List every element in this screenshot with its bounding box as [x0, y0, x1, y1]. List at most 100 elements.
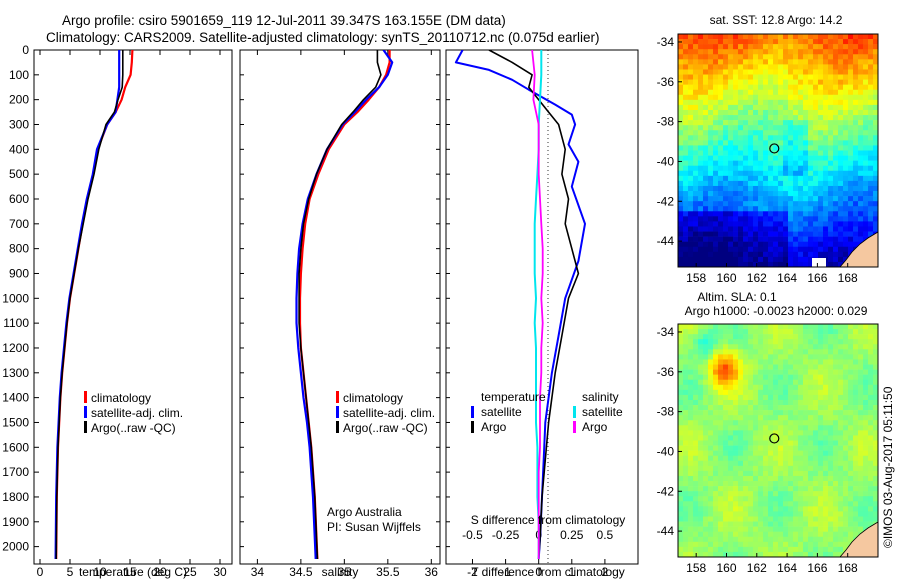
heatmap-cell — [718, 410, 724, 416]
heatmap-cell — [753, 150, 759, 156]
heatmap-cell — [798, 460, 804, 467]
heatmap-cell — [778, 526, 784, 532]
heatmap-cell — [843, 501, 849, 507]
heatmap-cell — [858, 150, 864, 156]
heatmap-cell — [783, 334, 789, 340]
heatmap-cell — [843, 339, 849, 345]
heatmap-cell — [683, 261, 689, 267]
heatmap-cell — [803, 44, 809, 50]
heatmap-cell — [693, 430, 699, 436]
heatmap-cell — [858, 496, 864, 502]
heatmap-cell — [843, 59, 849, 65]
lon-tick-label: 166 — [807, 271, 827, 285]
heatmap-cell — [768, 430, 774, 436]
heatmap-cell — [818, 150, 824, 156]
heatmap-cell — [788, 374, 794, 381]
heatmap-cell — [858, 44, 864, 50]
heatmap-cell — [708, 256, 714, 263]
heatmap-cell — [838, 251, 844, 258]
heatmap-cell — [683, 160, 689, 166]
heatmap-cell — [833, 475, 839, 482]
heatmap-cell — [803, 410, 809, 416]
heatmap-cell — [818, 334, 824, 340]
heatmap-cell — [703, 435, 709, 441]
heatmap-cell — [703, 49, 709, 55]
heatmap-cell — [863, 231, 869, 237]
heatmap-cell — [818, 541, 824, 548]
heatmap-cell — [838, 79, 844, 85]
heatmap-cell — [853, 405, 859, 411]
heatmap-cell — [783, 34, 789, 40]
heatmap-cell — [728, 140, 734, 146]
heatmap-cell — [693, 511, 699, 517]
heatmap-cell — [773, 420, 779, 426]
heatmap-cell — [798, 226, 804, 232]
heatmap-cell — [803, 34, 809, 40]
heatmap-cell — [703, 150, 709, 156]
heatmap-cell — [723, 389, 729, 396]
heatmap-cell — [863, 170, 869, 177]
heatmap-cell — [863, 54, 869, 60]
heatmap-cell — [873, 89, 878, 96]
heatmap-cell — [783, 399, 789, 406]
heatmap-cell — [848, 455, 854, 462]
heatmap-cell — [858, 216, 864, 222]
heatmap-cell — [843, 140, 849, 146]
heatmap-cell — [683, 460, 689, 467]
heatmap-cell — [848, 196, 854, 202]
lat-tick-label: -40 — [657, 444, 675, 458]
heatmap-cell — [683, 324, 689, 330]
heatmap-cell — [828, 155, 834, 161]
heatmap-cell — [813, 551, 819, 557]
heatmap-cell — [773, 526, 779, 532]
heatmap-cell — [783, 506, 789, 512]
heatmap-cell — [793, 74, 799, 80]
heatmap-cell — [678, 236, 684, 242]
heatmap-cell — [688, 84, 694, 91]
heatmap-cell — [808, 191, 814, 197]
heatmap-cell — [868, 221, 874, 227]
heatmap-cell — [828, 425, 834, 431]
heatmap-cell — [723, 344, 729, 350]
lat-tick-label: -44 — [657, 234, 675, 248]
heatmap-cell — [783, 170, 789, 177]
heatmap-cell — [688, 374, 694, 381]
heatmap-cell — [728, 130, 734, 136]
heatmap-cell — [848, 120, 854, 126]
heatmap-cell — [843, 226, 849, 232]
heatmap-cell — [783, 496, 789, 502]
heatmap-cell — [713, 84, 719, 91]
heatmap-cell — [713, 180, 719, 187]
heatmap-cell — [783, 226, 789, 232]
heatmap-cell — [708, 180, 714, 187]
heatmap-cell — [708, 491, 714, 497]
heatmap-cell — [718, 374, 724, 381]
heatmap-cell — [828, 256, 834, 263]
heatmap-cell — [863, 226, 869, 232]
heatmap-cell — [833, 130, 839, 136]
heatmap-cell — [708, 506, 714, 512]
heatmap-cell — [788, 135, 794, 141]
heatmap-cell — [733, 120, 739, 126]
heatmap-cell — [783, 536, 789, 543]
heatmap-cell — [743, 39, 749, 45]
heatmap-cell — [678, 74, 684, 80]
heatmap-cell — [723, 440, 729, 446]
heatmap-cell — [773, 175, 779, 182]
heatmap-cell — [838, 364, 844, 370]
heatmap-cell — [793, 511, 799, 517]
heatmap-cell — [803, 369, 809, 375]
heatmap-cell — [843, 241, 849, 248]
heatmap-cell — [713, 339, 719, 345]
heatmap-cell — [873, 79, 878, 85]
heatmap-cell — [693, 221, 699, 227]
heatmap-cell — [758, 256, 764, 263]
heatmap-cell — [748, 59, 754, 65]
heatmap-cell — [843, 175, 849, 182]
heatmap-cell — [838, 236, 844, 242]
heatmap-cell — [868, 420, 874, 426]
heatmap-cell — [693, 420, 699, 426]
heatmap-cell — [793, 481, 799, 487]
y-tick-label: 500 — [9, 167, 29, 181]
heatmap-cell — [688, 425, 694, 431]
